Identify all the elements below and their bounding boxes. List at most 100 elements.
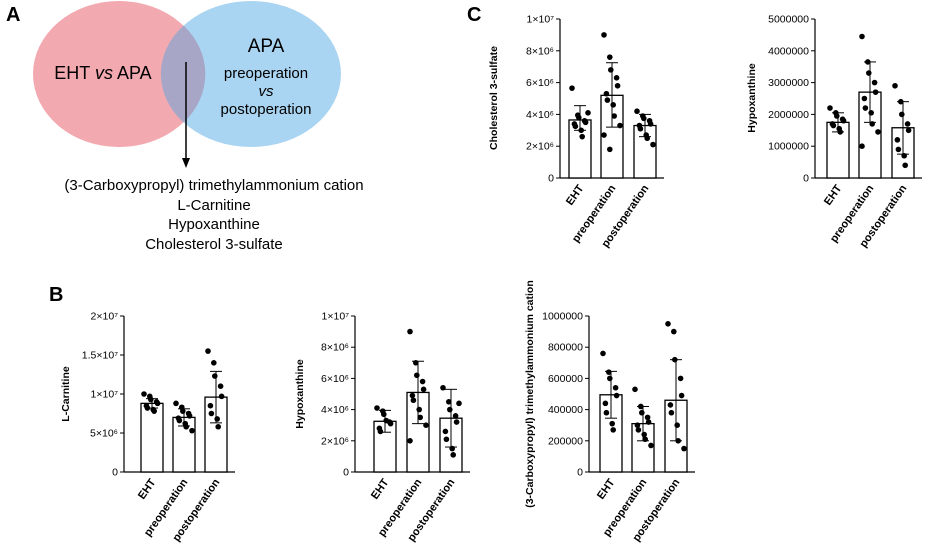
data-point [677,375,684,382]
data-point [214,416,220,422]
y-tick-label: 8×10⁶ [321,342,349,354]
y-tick-label: 0 [112,467,118,479]
data-point [443,436,450,443]
y-tick-label: 8×10⁶ [526,45,554,57]
data-point [207,402,214,409]
data-point [215,423,221,430]
data-point [872,89,879,95]
y-axis-label: Cholesterol 3-sulfate [488,46,500,150]
data-point [859,143,865,149]
y-tick-label: 0 [577,467,583,479]
data-point [868,110,874,116]
y-tick-label: 2000000 [768,109,809,121]
data-point [154,400,161,407]
data-point [407,438,413,444]
data-point [892,82,898,89]
y-tick-label: 0 [548,173,554,185]
data-point [151,408,157,414]
data-point [453,419,460,425]
data-point [423,422,429,429]
venn-result-item: (3-Carboxypropyl) trimethylammonium cati… [64,177,364,194]
data-point [440,384,446,391]
data-point [452,413,459,419]
y-axis-label: Hypoxanthine [746,63,758,133]
data-point [902,162,908,169]
x-tick-label: EHT [595,477,618,502]
data-point [144,405,151,411]
venn-right-line2: vs [259,83,275,100]
y-tick-label: 4×10⁶ [526,109,554,121]
y-tick-label: 5000000 [768,14,809,26]
data-point [612,384,619,391]
data-point [862,105,869,111]
y-tick-label: 1000000 [542,311,583,323]
data-point [212,373,218,379]
data-point [176,417,183,424]
y-tick-label: 800000 [548,342,583,354]
data-point [613,75,620,81]
data-point [674,422,680,429]
panel-label-a: A [6,4,21,26]
data-point [413,360,419,366]
data-point [186,413,193,419]
data-point [387,420,394,427]
data-point [211,360,217,366]
data-point [609,420,615,427]
data-point [681,445,687,452]
data-point [417,414,424,421]
data-point [600,350,606,357]
data-point [827,105,833,111]
y-axis-label: L-Carnitine [60,366,72,422]
data-point [414,372,420,379]
data-point [645,419,652,425]
data-point [576,114,582,121]
data-point [861,95,868,102]
data-point [601,132,607,138]
data-point [901,152,907,159]
venn-right-line3: postoperation [221,101,312,118]
data-point [607,375,613,382]
y-tick-label: 0 [343,467,349,479]
data-point [650,141,656,148]
y-tick-label: 0 [803,173,809,185]
y-tick-label: 6×10⁶ [526,77,554,89]
data-point [637,125,644,132]
data-point [665,321,671,327]
data-point [442,428,449,435]
y-tick-label: 2×10⁷ [91,311,119,323]
data-point [189,427,195,434]
y-tick-label: 5×10⁶ [90,428,118,440]
data-point [218,393,225,400]
data-point [837,129,843,135]
data-point [904,121,911,127]
data-point [667,402,674,408]
y-tick-label: 4×10⁶ [321,404,349,416]
venn-right-circle [161,1,341,147]
y-axis-label: Hypoxanthine [294,359,306,429]
data-point [675,438,681,444]
data-point [456,400,462,407]
data-point [447,406,453,413]
data-point [410,397,417,404]
data-point [895,146,902,153]
data-point [409,392,416,399]
data-point [642,436,648,443]
data-point [871,79,878,86]
data-point [449,445,456,452]
data-point [602,400,609,407]
data-point [572,123,579,130]
data-point [374,405,380,411]
y-tick-label: 400000 [548,404,583,416]
y-tick-label: 2×10⁶ [321,435,349,447]
data-point [446,399,452,405]
y-tick-label: 1×10⁷ [91,389,119,401]
data-point [450,452,457,458]
data-point [205,348,211,354]
data-point [632,386,638,393]
data-point [905,127,912,134]
data-point [601,32,607,38]
data-point [419,378,426,385]
